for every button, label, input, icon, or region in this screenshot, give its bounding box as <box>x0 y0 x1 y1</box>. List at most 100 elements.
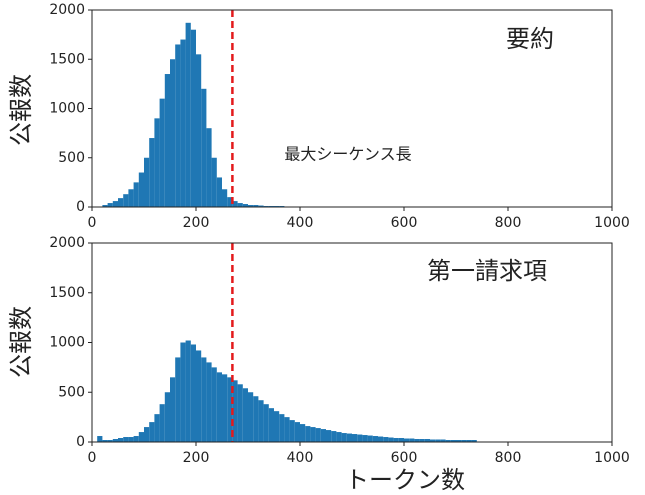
y-tick-label: 500 <box>58 384 85 400</box>
bar <box>222 374 228 442</box>
bar <box>341 433 347 442</box>
bar <box>227 377 233 442</box>
bar <box>185 340 191 442</box>
bar <box>112 439 118 442</box>
bar <box>435 439 441 442</box>
bar <box>242 204 248 207</box>
x-tick-label: 200 <box>183 215 210 231</box>
bar <box>320 429 326 442</box>
bar <box>383 437 389 442</box>
bar <box>471 440 477 442</box>
bar <box>357 434 363 442</box>
bar <box>268 408 274 442</box>
y-axis-label: 公報数 <box>7 74 35 146</box>
bar <box>398 438 404 442</box>
bar <box>138 172 144 207</box>
bar <box>253 205 259 207</box>
bar <box>144 157 150 207</box>
bar <box>336 432 342 442</box>
y-tick-label: 0 <box>76 199 85 215</box>
panel-title: 第一請求項 <box>427 257 547 285</box>
bar <box>346 433 352 442</box>
bar <box>248 392 254 442</box>
y-tick-label: 2000 <box>49 235 85 251</box>
bar <box>352 434 358 442</box>
bar <box>159 404 165 442</box>
panel-title: 要約 <box>506 25 554 53</box>
bar <box>107 440 113 442</box>
bar <box>164 392 170 442</box>
bar <box>362 435 368 442</box>
bar <box>456 440 462 442</box>
x-tick-label: 600 <box>391 450 418 466</box>
bar <box>294 422 300 442</box>
bar <box>201 88 207 207</box>
bar <box>253 396 259 442</box>
bar <box>263 404 269 442</box>
bar <box>144 427 150 442</box>
bar <box>378 436 384 442</box>
x-tick-label: 0 <box>88 215 97 231</box>
bar <box>227 197 233 207</box>
bar <box>466 440 472 442</box>
bar <box>388 437 394 442</box>
bar <box>123 437 129 442</box>
bar <box>102 440 108 442</box>
bar <box>274 411 280 442</box>
bar <box>305 426 311 442</box>
bar <box>258 400 264 442</box>
bar <box>196 54 202 208</box>
bar <box>300 424 306 442</box>
bar <box>393 438 399 442</box>
bar <box>367 435 373 442</box>
bar <box>242 388 248 442</box>
y-axis-label: 公報数 <box>7 306 35 378</box>
bar <box>315 428 321 442</box>
bar <box>196 350 202 442</box>
bar <box>237 384 243 442</box>
bar <box>190 344 196 442</box>
y-tick-label: 1500 <box>49 285 85 301</box>
bar <box>440 439 446 442</box>
bar <box>232 380 238 442</box>
bar <box>149 422 155 442</box>
bar <box>175 44 181 207</box>
x-tick-label: 800 <box>495 450 522 466</box>
bar <box>211 367 217 442</box>
bar <box>206 128 212 207</box>
bar <box>284 417 290 442</box>
bar <box>159 98 165 207</box>
x-tick-label: 1000 <box>594 450 630 466</box>
bar <box>279 414 285 442</box>
x-tick-label: 400 <box>287 450 314 466</box>
bar <box>154 118 160 207</box>
bar <box>222 189 228 207</box>
bar <box>97 436 103 442</box>
bar <box>123 194 129 207</box>
bar <box>170 59 176 207</box>
annotation: 最大シーケンス長 <box>284 145 411 164</box>
bar <box>149 138 155 207</box>
bar <box>180 342 186 442</box>
bar <box>201 357 207 442</box>
bar <box>118 438 124 442</box>
y-tick-label: 0 <box>76 434 85 450</box>
x-tick-label: 200 <box>183 450 210 466</box>
y-tick-label: 2000 <box>49 2 85 18</box>
bar <box>445 440 451 442</box>
bar <box>419 439 425 442</box>
x-tick-label: 800 <box>495 215 522 231</box>
bar <box>175 357 181 442</box>
bar <box>170 377 176 442</box>
x-axis-label: トークン数 <box>345 466 465 494</box>
bar <box>180 39 186 207</box>
bar <box>404 438 410 442</box>
bar <box>102 205 108 207</box>
bar <box>154 414 160 442</box>
bar <box>310 427 316 442</box>
bar <box>372 436 378 442</box>
bar <box>248 205 254 207</box>
y-tick-label: 1500 <box>49 51 85 67</box>
y-tick-label: 500 <box>58 150 85 166</box>
